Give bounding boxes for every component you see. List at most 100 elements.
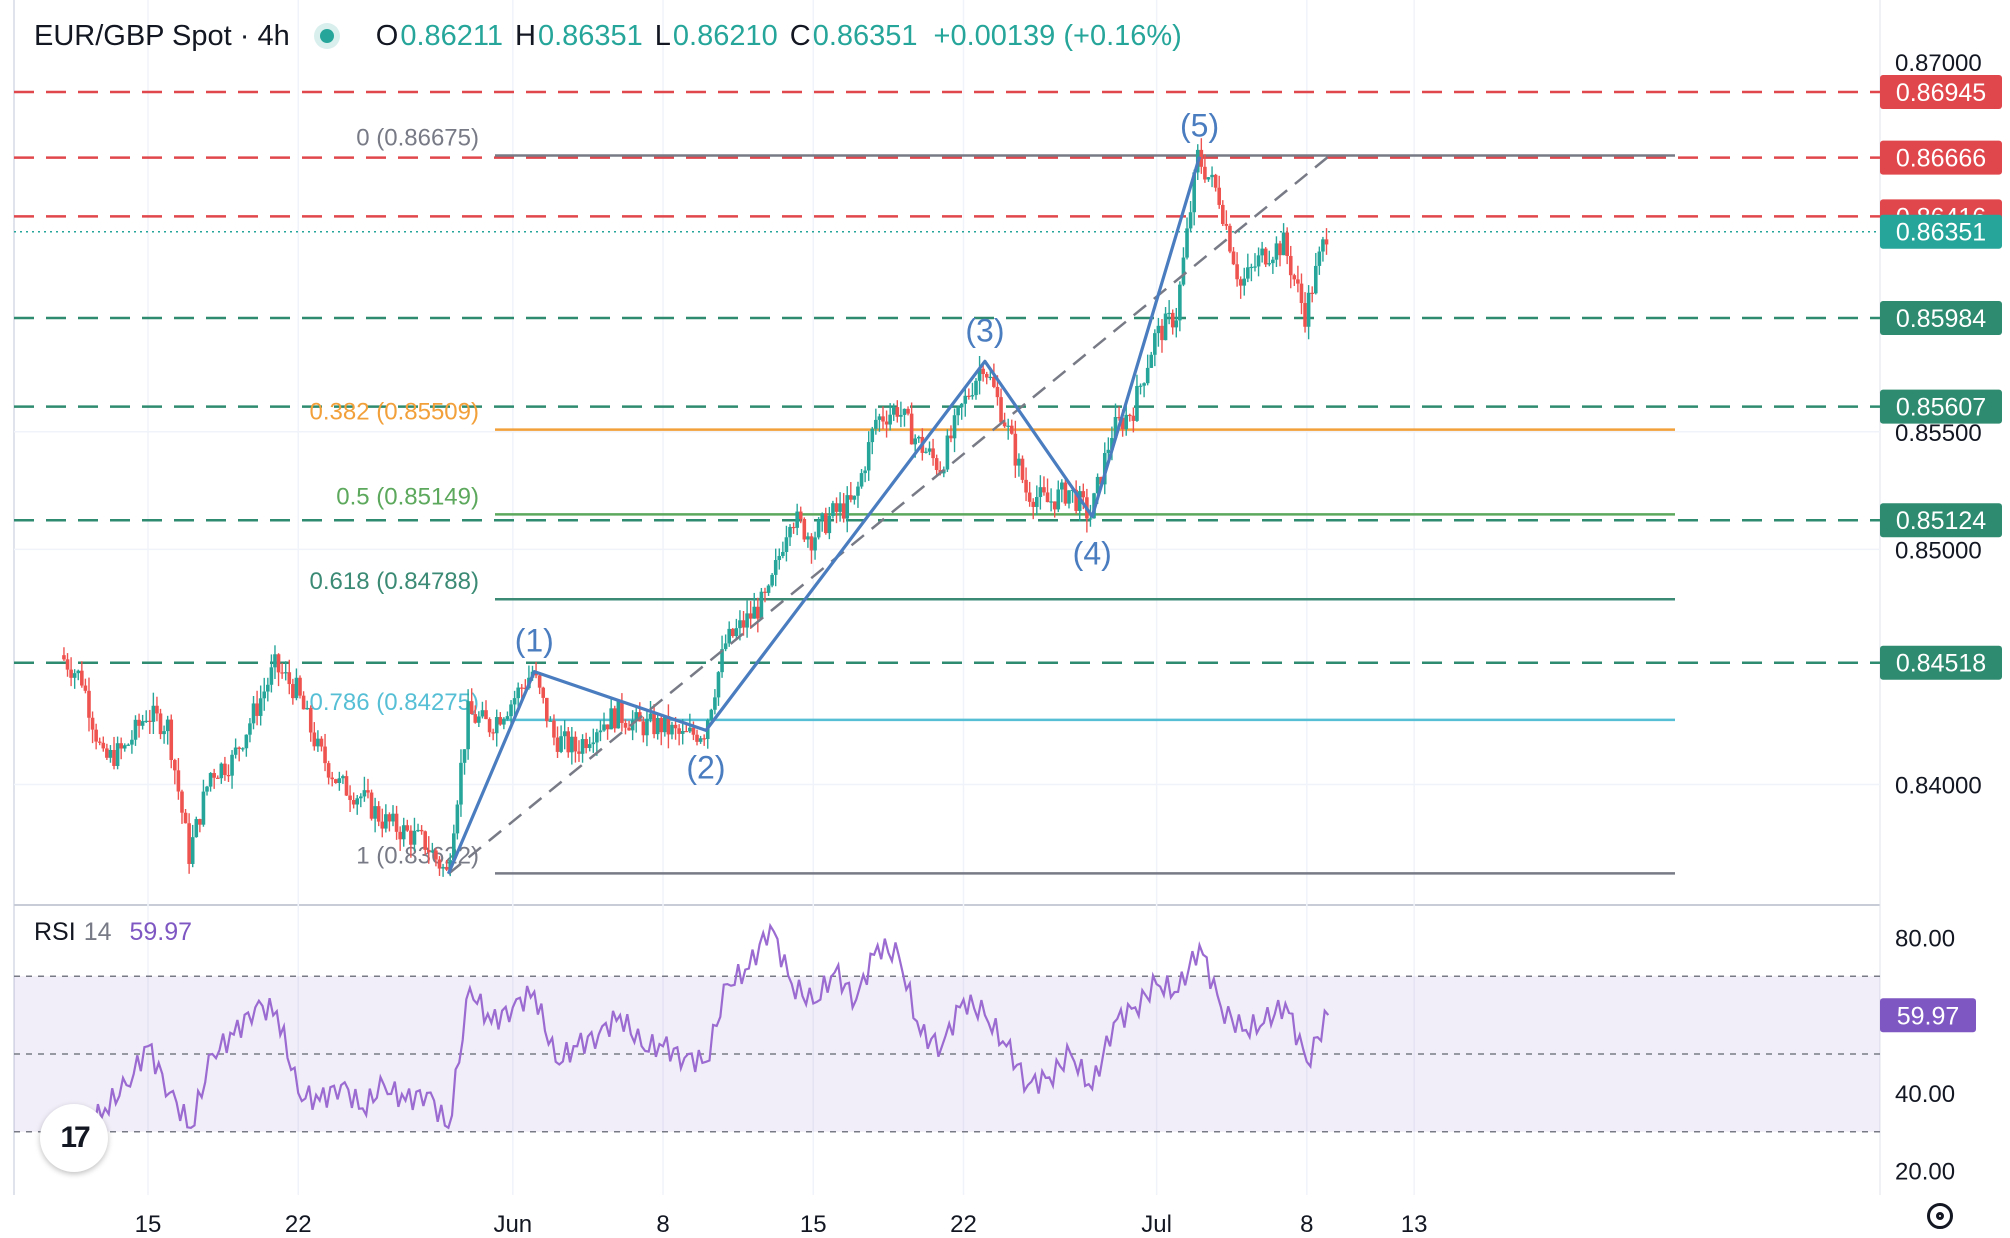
candle-body (469, 701, 474, 715)
candles (62, 138, 1329, 877)
fib-label-0.786: 0.786 (0.84275) (310, 689, 479, 716)
candle-body (730, 628, 735, 637)
candle-body (376, 806, 381, 822)
candle-body (355, 798, 360, 805)
level-tag-0.85984 (1880, 300, 2002, 335)
candle-body (101, 742, 106, 749)
candle-body (899, 414, 903, 417)
tradingview-logo-icon[interactable]: 17 (40, 1104, 108, 1172)
candle-body (1281, 232, 1286, 256)
candle-body (634, 712, 639, 721)
candle-body (319, 738, 324, 747)
level-tag-0.86666-text: 0.86666 (1896, 145, 1986, 173)
candle-body (519, 687, 524, 689)
candle-body (1167, 312, 1171, 315)
candle-body (949, 435, 953, 439)
candle-body (1256, 255, 1261, 267)
candle-body (1060, 482, 1064, 490)
candle-body (781, 551, 785, 556)
candle-body (212, 773, 216, 778)
symbol-title[interactable]: EUR/GBP Spot · 4h (34, 19, 290, 52)
candle-body (509, 704, 513, 717)
candle-body (269, 667, 274, 685)
candle-body (541, 687, 546, 698)
candle-body (1145, 367, 1150, 384)
candle-body (673, 724, 678, 729)
rsi-tick-label: 20.00 (1895, 1159, 1955, 1186)
candle-body (1020, 458, 1025, 480)
price-tick-label: 0.84000 (1895, 772, 1982, 799)
candle-body (738, 620, 742, 629)
candle-body (294, 677, 299, 699)
candle-body (258, 698, 263, 716)
candle-body (784, 537, 789, 552)
candle-body (548, 720, 553, 722)
candle-body (283, 672, 288, 674)
candle-body (1131, 415, 1136, 421)
candle-body (147, 720, 152, 722)
candle-body (240, 748, 245, 750)
candle-body (434, 850, 438, 860)
trend-line (447, 155, 1330, 875)
candle-body (1009, 425, 1014, 434)
candle-body (1253, 266, 1257, 268)
candle-body (716, 672, 721, 698)
candle-body (198, 819, 202, 825)
rsi-current-value: 59.97 (129, 918, 193, 946)
low-label: L (654, 19, 671, 52)
candle-body (233, 747, 238, 755)
candle-body (1206, 177, 1211, 180)
candle-body (190, 837, 195, 864)
candle-body (670, 724, 674, 735)
candle-body (723, 643, 728, 650)
candle-body (773, 560, 778, 575)
candle-body (87, 690, 91, 718)
candle-body (262, 691, 267, 699)
candle-body (1263, 248, 1268, 265)
candle-body (834, 503, 839, 512)
candle-body (1324, 239, 1329, 245)
candle-body (974, 380, 978, 396)
candle-body (305, 707, 309, 710)
candle-body (1220, 204, 1225, 224)
candle-body (273, 654, 277, 668)
candle-body (992, 376, 996, 387)
x-tick-label: 8 (1300, 1211, 1313, 1238)
candle-body (859, 473, 864, 487)
candle-body (1210, 174, 1214, 178)
candle-body (688, 727, 692, 732)
candle-body (698, 738, 703, 742)
candle-body (430, 850, 435, 853)
candle-body (752, 606, 757, 619)
candle-body (866, 442, 871, 471)
candle-body (505, 716, 510, 720)
candle-body (444, 866, 449, 870)
candle-body (487, 719, 492, 733)
level-tag-0.85124 (1880, 503, 2002, 538)
close-value: 0.86351 (812, 19, 918, 52)
candle-body (741, 620, 746, 628)
gear-icon[interactable] (1927, 1203, 1953, 1229)
candle-body (1081, 491, 1086, 498)
candle-body (502, 719, 506, 725)
level-tag-0.85124-text: 0.85124 (1896, 507, 1986, 535)
rsi-label[interactable]: RSI (34, 918, 76, 946)
candle-body (888, 414, 892, 425)
price-tags: 0.869450.866660.864160.859840.856070.851… (1880, 75, 2002, 1033)
candle-body (426, 849, 431, 853)
candle-body (348, 795, 352, 801)
level-tag-0.84518 (1880, 645, 2002, 680)
candle-body (916, 436, 921, 439)
candle-body (326, 763, 331, 778)
candle-body (884, 421, 889, 425)
candle-body (287, 672, 292, 685)
change-value: +0.00139 (+0.16%) (933, 19, 1182, 52)
x-tick-label: 22 (285, 1211, 312, 1238)
candle-body (816, 520, 821, 538)
candle-body (584, 739, 588, 749)
close-label: C (789, 19, 811, 52)
candle-body (255, 703, 259, 716)
rsi-tick-label: 80.00 (1895, 925, 1955, 952)
candle-body (1170, 312, 1175, 328)
